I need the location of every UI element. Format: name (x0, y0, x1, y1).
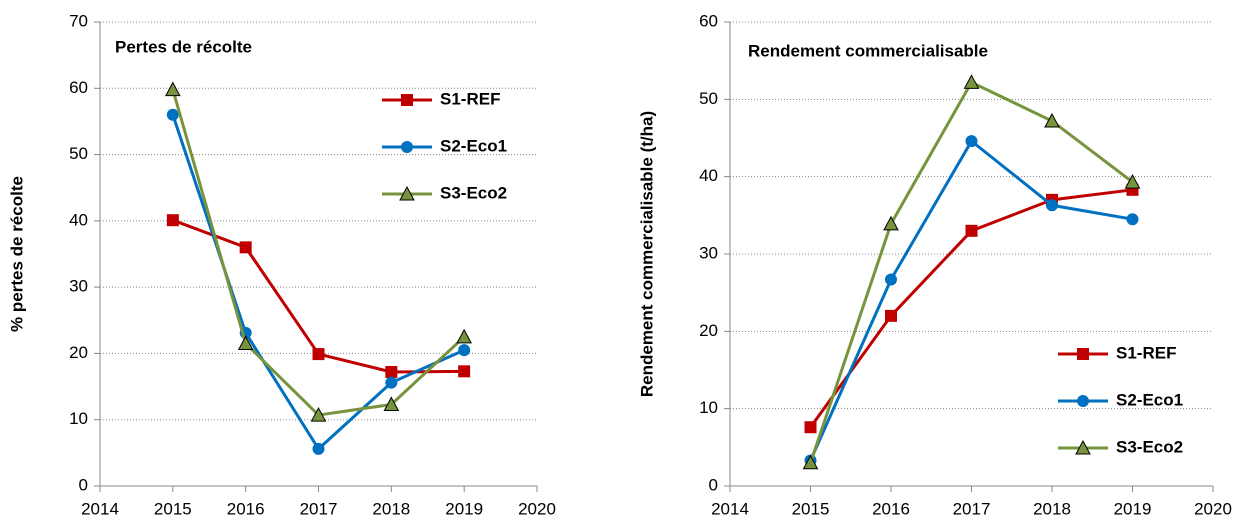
marker (385, 365, 398, 378)
x-tick-label: 2017 (300, 499, 338, 518)
legend-label: S2-Eco1 (1116, 390, 1183, 409)
y-tick-label: 0 (709, 475, 718, 494)
marker (458, 365, 471, 378)
marker (312, 442, 325, 455)
y-axis-label: Rendement commercialisable (t/ha) (637, 111, 656, 397)
x-tick-label: 2016 (872, 499, 910, 518)
line (171, 114, 465, 452)
marker (164, 81, 181, 97)
chart-title: Pertes de récolte (115, 37, 252, 56)
series (804, 183, 1139, 434)
x-tick-label: 2018 (372, 499, 410, 518)
marker (804, 421, 817, 434)
x-tick-label: 2019 (445, 499, 483, 518)
marker (802, 454, 819, 470)
series (164, 81, 473, 422)
marker (965, 135, 978, 148)
y-tick-label: 30 (699, 243, 718, 262)
series (804, 135, 1139, 467)
legend-label: S3-Eco2 (1116, 437, 1183, 456)
x-tick-label: 2014 (711, 499, 749, 518)
chart-title: Rendement commercialisable (748, 41, 988, 60)
y-tick-label: 60 (69, 78, 88, 97)
x-tick-label: 2016 (227, 499, 265, 518)
line (809, 138, 1133, 462)
y-tick-label: 50 (69, 144, 88, 163)
marker (1126, 213, 1139, 226)
x-tick-label: 2014 (81, 499, 119, 518)
y-tick-label: 30 (69, 277, 88, 296)
marker (885, 273, 897, 286)
legend-marker (1077, 395, 1089, 407)
marker (965, 224, 978, 237)
y-tick-label: 20 (69, 343, 88, 362)
marker (883, 215, 899, 231)
legend-marker (1077, 348, 1089, 360)
y-tick-label: 20 (699, 321, 718, 340)
marker (458, 344, 471, 357)
marker (166, 214, 179, 227)
marker (1046, 199, 1058, 212)
y-tick-label: 10 (699, 398, 718, 417)
series (802, 74, 1141, 470)
marker (310, 407, 327, 422)
legend-marker (399, 185, 415, 201)
y-tick-label: 50 (699, 89, 718, 108)
marker (166, 108, 179, 121)
x-tick-label: 2015 (154, 499, 192, 518)
marker (963, 74, 980, 89)
marker (237, 335, 254, 350)
y-tick-label: 70 (69, 11, 88, 30)
x-tick-label: 2020 (518, 499, 556, 518)
legend-label: S1-REF (440, 89, 500, 108)
x-tick-label: 2019 (1114, 499, 1152, 518)
y-tick-label: 0 (79, 475, 88, 494)
marker (1124, 174, 1141, 189)
x-tick-label: 2020 (1194, 499, 1232, 518)
marker (456, 328, 473, 344)
y-tick-label: 40 (69, 210, 88, 229)
series (166, 108, 471, 455)
legend-marker (401, 141, 413, 153)
marker (239, 241, 252, 254)
legend-label: S1-REF (1116, 343, 1176, 362)
legend-marker (401, 94, 413, 106)
marker (1044, 112, 1060, 128)
x-tick-label: 2015 (792, 499, 830, 518)
marker (312, 348, 325, 361)
legend-label: S2-Eco1 (440, 136, 507, 155)
x-tick-label: 2017 (953, 499, 991, 518)
line (171, 89, 466, 417)
marker (383, 396, 400, 411)
marker (385, 376, 398, 389)
marker (885, 309, 897, 322)
legend-marker (1075, 439, 1091, 455)
legend-label: S3-Eco2 (440, 183, 507, 202)
y-tick-label: 10 (69, 409, 88, 428)
y-tick-label: 60 (699, 11, 718, 30)
x-tick-label: 2018 (1033, 499, 1071, 518)
y-tick-label: 40 (699, 166, 718, 185)
y-axis-label: % pertes de récolte (7, 176, 26, 332)
